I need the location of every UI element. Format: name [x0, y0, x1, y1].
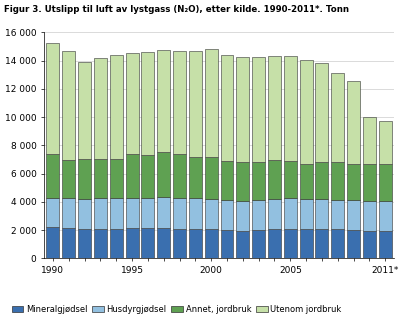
Bar — [220, 230, 233, 258]
Bar — [125, 54, 138, 154]
Bar — [62, 228, 75, 258]
Bar — [362, 231, 375, 258]
Bar — [141, 198, 154, 228]
Bar — [125, 154, 138, 198]
Bar — [78, 229, 91, 258]
Bar — [346, 81, 359, 164]
Bar — [78, 160, 91, 199]
Bar — [378, 120, 391, 164]
Bar — [315, 229, 328, 258]
Bar — [188, 51, 201, 157]
Bar — [362, 164, 375, 201]
Bar — [236, 57, 249, 162]
Bar — [267, 56, 280, 160]
Bar — [78, 199, 91, 229]
Bar — [47, 227, 59, 258]
Bar — [188, 229, 201, 258]
Bar — [188, 157, 201, 198]
Bar — [157, 228, 170, 258]
Bar — [330, 229, 343, 258]
Bar — [251, 201, 265, 230]
Bar — [315, 162, 328, 199]
Bar — [346, 230, 359, 258]
Bar — [141, 154, 154, 198]
Bar — [251, 57, 265, 162]
Bar — [109, 55, 122, 159]
Bar — [141, 228, 154, 258]
Bar — [109, 229, 122, 258]
Bar — [299, 164, 312, 199]
Bar — [62, 51, 75, 160]
Bar — [157, 152, 170, 197]
Bar — [330, 162, 343, 200]
Bar — [283, 229, 296, 258]
Bar — [330, 200, 343, 229]
Bar — [220, 200, 233, 230]
Bar — [378, 201, 391, 231]
Bar — [172, 51, 186, 154]
Bar — [47, 43, 59, 154]
Bar — [299, 199, 312, 229]
Bar — [378, 164, 391, 201]
Bar — [362, 117, 375, 164]
Bar — [78, 62, 91, 160]
Bar — [362, 201, 375, 231]
Text: Figur 3. Utslipp til luft av lystgass (N₂O), etter kilde. 1990-2011*. Tonn: Figur 3. Utslipp til luft av lystgass (N… — [4, 5, 348, 14]
Bar — [125, 198, 138, 228]
Bar — [346, 164, 359, 201]
Legend: Mineralgjødsel, Husdyrgjødsel, Annet, jordbruk, Utenom jordbruk: Mineralgjødsel, Husdyrgjødsel, Annet, jo… — [8, 302, 344, 317]
Bar — [330, 73, 343, 162]
Bar — [378, 231, 391, 258]
Bar — [236, 162, 249, 201]
Bar — [47, 154, 59, 198]
Bar — [204, 199, 217, 229]
Bar — [299, 229, 312, 258]
Bar — [62, 198, 75, 228]
Bar — [267, 160, 280, 199]
Bar — [157, 197, 170, 228]
Bar — [172, 229, 186, 258]
Bar — [188, 198, 201, 229]
Bar — [204, 48, 217, 157]
Bar — [315, 199, 328, 229]
Bar — [157, 50, 170, 152]
Bar — [47, 198, 59, 227]
Bar — [236, 201, 249, 231]
Bar — [236, 231, 249, 258]
Bar — [251, 230, 265, 258]
Bar — [267, 199, 280, 229]
Bar — [283, 56, 296, 161]
Bar — [94, 229, 107, 258]
Bar — [141, 52, 154, 154]
Bar — [94, 160, 107, 198]
Bar — [283, 198, 296, 229]
Bar — [94, 58, 107, 160]
Bar — [204, 229, 217, 258]
Bar — [204, 157, 217, 199]
Bar — [125, 228, 138, 258]
Bar — [346, 201, 359, 230]
Bar — [62, 160, 75, 198]
Bar — [315, 63, 328, 162]
Bar — [109, 198, 122, 229]
Bar — [109, 159, 122, 198]
Bar — [283, 161, 296, 198]
Bar — [299, 60, 312, 164]
Bar — [172, 198, 186, 229]
Bar — [267, 229, 280, 258]
Bar — [94, 198, 107, 229]
Bar — [172, 154, 186, 198]
Bar — [220, 55, 233, 161]
Bar — [251, 162, 265, 201]
Y-axis label: Tonn: Tonn — [0, 135, 2, 156]
Bar — [220, 161, 233, 200]
